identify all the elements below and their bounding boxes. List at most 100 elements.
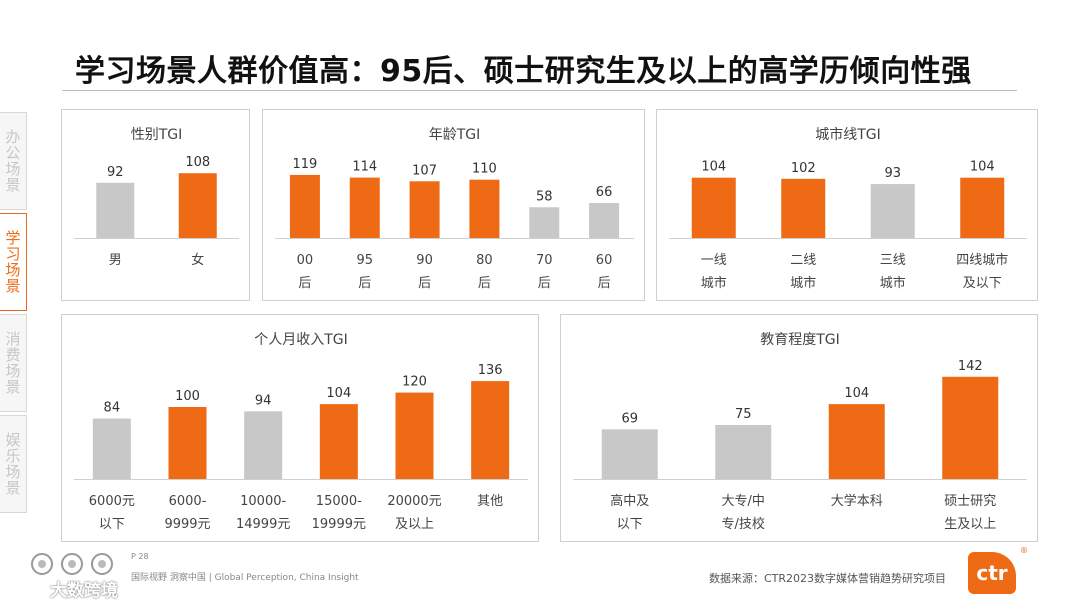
sidebar-item-study[interactable]: 学习场景 bbox=[0, 213, 27, 311]
bar bbox=[870, 184, 915, 238]
category-label: 其他 bbox=[477, 494, 503, 509]
sidebar-item-label: 学习场景 bbox=[3, 230, 22, 294]
category-label: 60 bbox=[596, 253, 613, 268]
data-label: 104 bbox=[970, 160, 995, 175]
category-label: 00 bbox=[297, 253, 314, 268]
sidebar-item-consumption[interactable]: 消费场景 bbox=[0, 314, 27, 412]
watermark-logo bbox=[31, 553, 113, 575]
scene-sidebar: 办公场景 学习场景 消费场景 娱乐场景 bbox=[0, 112, 27, 516]
category-label: 及以下 bbox=[963, 276, 1002, 291]
category-label: 90 bbox=[416, 253, 433, 268]
data-label: 66 bbox=[596, 185, 613, 200]
category-label: 一线 bbox=[701, 253, 727, 268]
bar bbox=[960, 177, 1005, 238]
data-label: 120 bbox=[402, 375, 427, 390]
data-label: 142 bbox=[958, 359, 983, 374]
category-label: 19999元 bbox=[312, 517, 366, 532]
education-tgi-panel: 教育程度TGI 69 高中及 以下 75 大专/中 专/技校 104 大学本科 142 硕士研究 生及… bbox=[560, 314, 1038, 542]
sidebar-item-label: 办公场景 bbox=[3, 129, 22, 193]
chart-title: 教育程度TGI bbox=[760, 332, 840, 348]
sidebar-item-office[interactable]: 办公场景 bbox=[0, 112, 27, 210]
page-title: 学习场景人群价值高：95后、硕士研究生及以上的高学历倾向性强 bbox=[75, 54, 972, 89]
gender-tgi-panel: 性别TGI 92 男 108 女 bbox=[61, 109, 250, 301]
category-label: 以下 bbox=[617, 517, 643, 532]
data-label: 104 bbox=[701, 160, 726, 175]
data-label: 104 bbox=[844, 386, 869, 401]
data-label: 136 bbox=[478, 363, 503, 378]
category-label: 城市 bbox=[880, 275, 906, 291]
bar bbox=[168, 407, 207, 479]
category-label: 城市 bbox=[701, 275, 727, 291]
data-label: 119 bbox=[293, 157, 318, 172]
category-label: 后 bbox=[478, 276, 491, 291]
sidebar-item-entertainment[interactable]: 娱乐场景 bbox=[0, 415, 27, 513]
category-label: 后 bbox=[538, 276, 551, 291]
bar bbox=[92, 418, 131, 479]
category-label: 三线 bbox=[880, 253, 906, 268]
registered-mark: ® bbox=[1020, 546, 1028, 555]
chart-title: 性别TGI bbox=[131, 127, 183, 143]
chart-title: 个人月收入TGI bbox=[254, 332, 348, 348]
ctr-logo: ctr bbox=[968, 552, 1016, 594]
category-label: 专/技校 bbox=[722, 516, 765, 532]
bar bbox=[178, 173, 217, 238]
bar bbox=[589, 203, 620, 238]
category-label: 80 bbox=[476, 253, 493, 268]
category-label: 6000- bbox=[169, 494, 207, 509]
bar bbox=[715, 425, 772, 479]
category-label: 大专/中 bbox=[722, 494, 765, 509]
category-label: 生及以上 bbox=[944, 517, 996, 532]
bar bbox=[529, 207, 560, 238]
category-label: 四线城市 bbox=[956, 252, 1008, 268]
footer-slogan: 国际视野 洞察中国 | Global Perception, China Ins… bbox=[131, 573, 359, 583]
city-tgi-panel: 城市线TGI 104 一线 城市 102 二线 城市 93 三线 城市 104 四线城市 及以下 bbox=[656, 109, 1038, 301]
category-label: 大学本科 bbox=[831, 493, 883, 509]
sidebar-item-label: 消费场景 bbox=[3, 331, 22, 395]
bar bbox=[319, 404, 358, 479]
bar bbox=[469, 179, 500, 238]
watermark-text: 大数跨境 bbox=[50, 581, 118, 601]
category-label: 女 bbox=[191, 252, 204, 268]
data-label: 108 bbox=[185, 155, 210, 170]
category-label: 城市 bbox=[790, 275, 816, 291]
category-label: 高中及 bbox=[610, 493, 649, 509]
category-label: 后 bbox=[598, 276, 611, 291]
data-source: 数据来源：CTR2023数字媒体营销趋势研究项目 bbox=[709, 572, 947, 585]
category-label: 及以上 bbox=[395, 517, 434, 532]
data-label: 69 bbox=[621, 411, 638, 426]
category-label: 14999元 bbox=[236, 517, 290, 532]
bar bbox=[96, 182, 135, 238]
bar bbox=[691, 177, 736, 238]
data-label: 84 bbox=[104, 401, 121, 416]
category-label: 后 bbox=[298, 276, 311, 291]
category-label: 20000元 bbox=[387, 494, 441, 509]
title-divider bbox=[62, 90, 1017, 91]
category-label: 95 bbox=[356, 253, 373, 268]
bar bbox=[409, 181, 440, 238]
data-label: 110 bbox=[472, 162, 497, 177]
data-label: 75 bbox=[735, 407, 752, 422]
income-tgi-panel: 个人月收入TGI 84 6000元 以下 100 6000- 9999元 94 10000- 14… bbox=[61, 314, 539, 542]
sidebar-item-label: 娱乐场景 bbox=[3, 432, 22, 496]
chart-title: 城市线TGI bbox=[815, 126, 881, 143]
bar bbox=[244, 411, 283, 479]
data-label: 93 bbox=[884, 166, 901, 181]
age-tgi-panel: 年龄TGI 119 00 后 114 95 后 107 90 后 110 80 后 58 70 后 66 60 后 bbox=[262, 109, 645, 301]
category-label: 70 bbox=[536, 253, 553, 268]
data-label: 107 bbox=[412, 163, 437, 178]
bar bbox=[471, 381, 510, 479]
bar bbox=[601, 429, 658, 479]
age-tgi-chart: 年龄TGI 119 00 后 114 95 后 107 90 后 110 80 后 58 70 后 66 60 后 bbox=[275, 127, 634, 291]
category-label: 9999元 bbox=[164, 517, 210, 532]
bar bbox=[828, 404, 885, 479]
data-label: 92 bbox=[107, 165, 124, 180]
category-label: 6000元 bbox=[89, 494, 135, 509]
bar bbox=[349, 177, 380, 238]
page-number: P 28 bbox=[131, 552, 149, 561]
category-label: 后 bbox=[358, 276, 371, 291]
data-label: 58 bbox=[536, 189, 553, 204]
data-label: 100 bbox=[175, 389, 200, 404]
category-label: 15000- bbox=[316, 494, 362, 509]
